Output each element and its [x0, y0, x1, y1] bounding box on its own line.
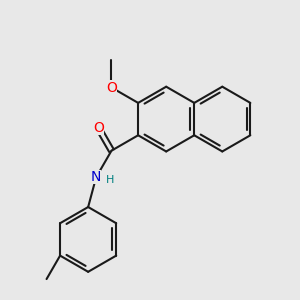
- Text: N: N: [91, 170, 101, 184]
- Text: O: O: [93, 121, 104, 135]
- Text: H: H: [106, 175, 114, 185]
- Text: O: O: [106, 80, 117, 94]
